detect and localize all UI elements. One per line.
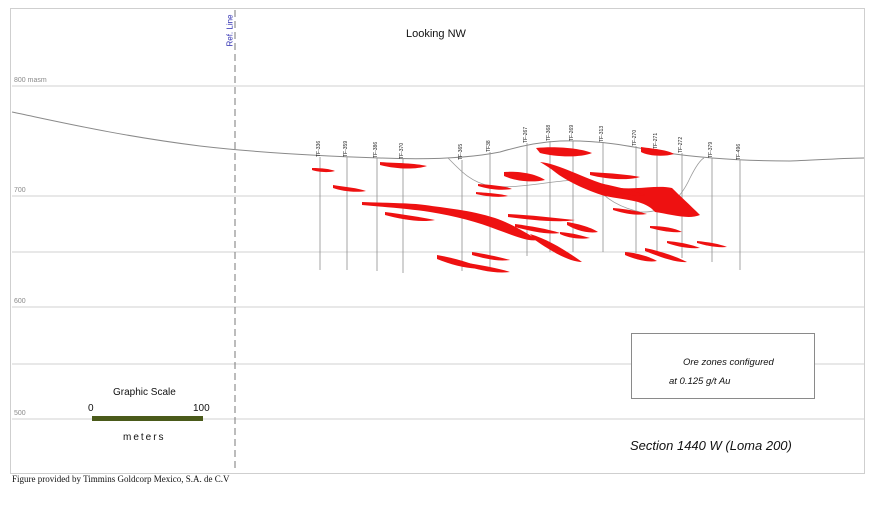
elevation-label-500: 500	[14, 410, 26, 417]
ore-zone	[515, 224, 560, 234]
ore-zone	[478, 184, 512, 190]
legend-box: Ore zones configured at 0.125 g/t Au	[631, 333, 815, 399]
ore-zone	[625, 252, 657, 262]
ore-zone	[641, 147, 674, 156]
drill-hole-label: TF-270	[632, 130, 638, 146]
ore-zone	[536, 147, 592, 157]
drill-hole-label: TF-365	[458, 144, 464, 160]
scale-title: Graphic Scale	[113, 387, 176, 398]
ore-zone	[598, 183, 645, 196]
ore-zone	[560, 232, 590, 239]
ore-zone	[385, 212, 435, 222]
section-title: Section 1440 W (Loma 200)	[630, 438, 792, 453]
drill-hole-label: TF-269	[569, 125, 575, 141]
ore-zone	[590, 172, 640, 180]
drill-hole-label: TF-496	[736, 144, 742, 160]
drill-hole-label: TF-272	[678, 137, 684, 153]
elevation-label-700: 700	[14, 187, 26, 194]
ore-zone	[333, 185, 366, 192]
ref-line-label-box: Ref. Line	[223, 10, 249, 56]
ore-zone	[697, 241, 727, 248]
ref-line-label: Ref. Line	[225, 14, 235, 47]
scale-unit-label: meters	[123, 432, 166, 443]
legend-line-1: Ore zones configured	[683, 357, 774, 368]
ore-zone	[567, 222, 598, 233]
ore-zone	[504, 171, 545, 182]
ore-zones	[312, 147, 727, 273]
ore-zone	[362, 202, 538, 241]
legend-line-2: at 0.125 g/t Au	[669, 376, 731, 387]
drill-hole-label: TF-271	[653, 133, 659, 149]
ore-zone	[462, 262, 510, 273]
drill-hole-label: TF-313	[599, 126, 605, 142]
scale-bar	[92, 416, 203, 421]
drill-hole-label: TF-370	[399, 143, 405, 159]
ore-zone	[476, 192, 508, 197]
drill-hole-label: TF38	[486, 140, 492, 152]
elevation-label-600: 600	[14, 298, 26, 305]
view-direction-label: Looking NW	[406, 28, 466, 40]
drill-hole-label: TF-379	[708, 142, 714, 158]
elevation-label-800: 800 masm	[14, 77, 47, 84]
ore-zone	[613, 208, 647, 215]
ore-zone	[312, 168, 335, 173]
topography-line	[11, 111, 865, 162]
ore-zone	[508, 214, 575, 222]
section-frame	[10, 8, 865, 474]
drill-hole-label: TF-336	[316, 141, 322, 157]
drill-hole-label: TF-368	[546, 125, 552, 141]
figure-caption: Figure provided by Timmins Goldcorp Mexi…	[12, 474, 230, 484]
drill-hole-label: TF-359	[343, 141, 349, 157]
ore-zone	[645, 248, 687, 263]
ore-zone	[530, 234, 582, 262]
scale-max-label: 100	[193, 403, 210, 414]
ore-zone	[667, 241, 700, 249]
scale-min-label: 0	[88, 403, 94, 414]
ore-zone	[472, 252, 510, 261]
drill-hole-label: TF-386	[373, 142, 379, 158]
ore-zone	[380, 162, 427, 169]
drill-hole-labels: TF-336 TF-359 TF-386 TF-370 TF-365 TF38 …	[316, 125, 742, 160]
drill-hole-label: TF-267	[523, 127, 529, 143]
ore-zone	[650, 226, 682, 233]
